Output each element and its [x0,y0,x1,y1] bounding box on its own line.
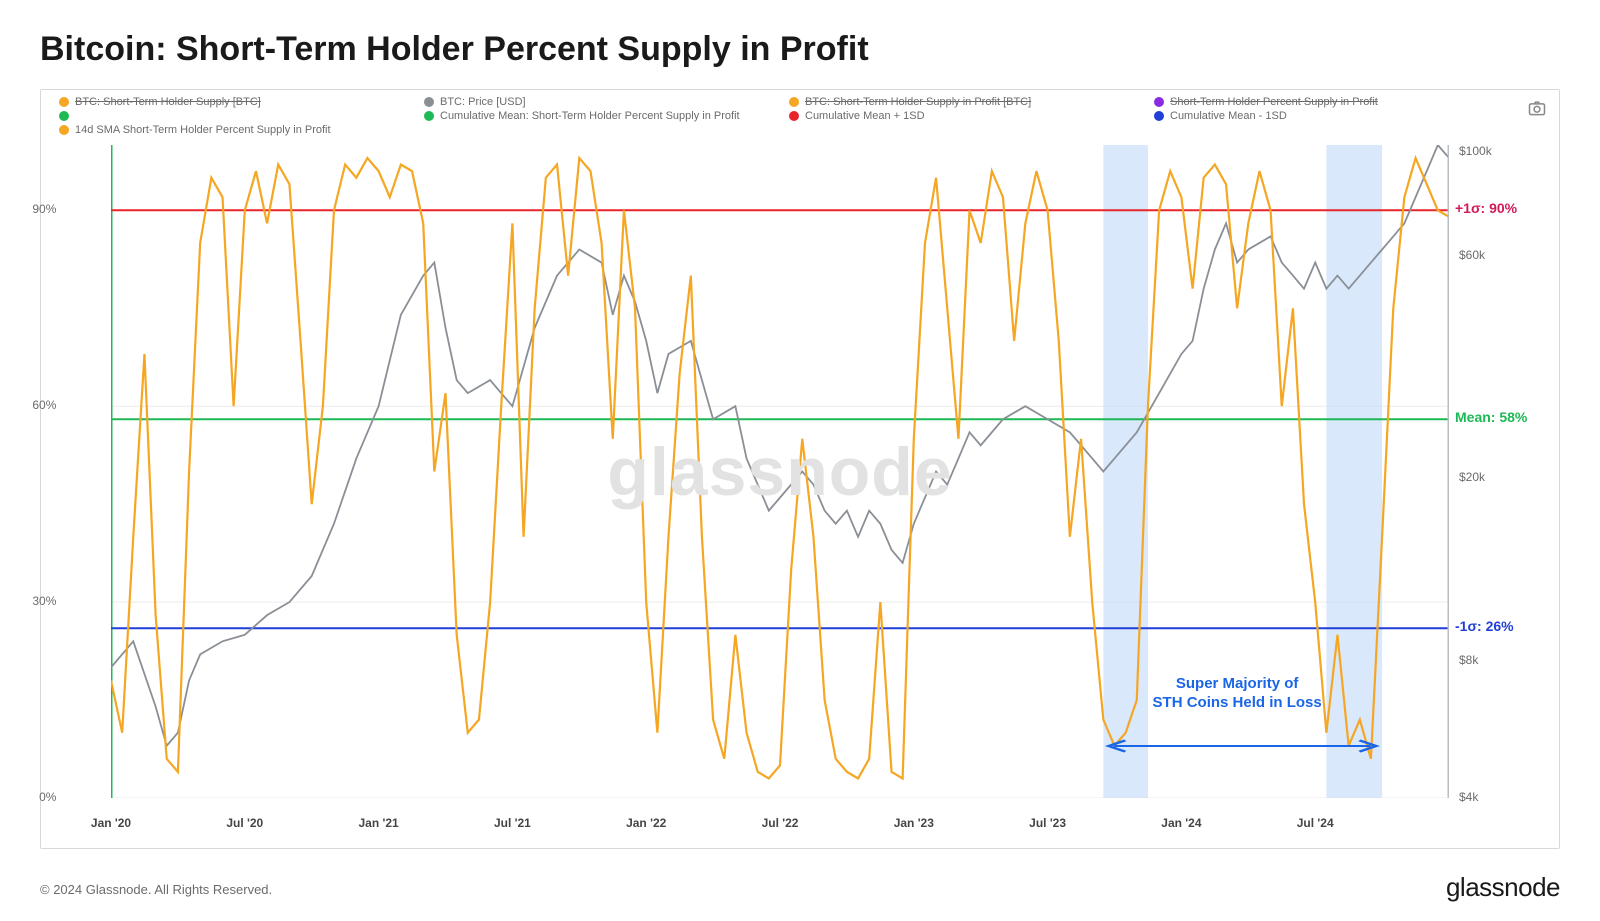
ytick-right: $60k [1459,248,1485,262]
xtick: Jan '22 [626,816,666,830]
legend: BTC: Short-Term Holder Supply [BTC] BTC: … [59,96,1509,136]
ytick-right: $20k [1459,470,1485,484]
legend-item[interactable]: BTC: Short-Term Holder Supply [BTC] [59,96,414,108]
brand-logo: glassnode [1446,872,1560,903]
callout-label: Super Majority ofSTH Coins Held in Loss [1153,674,1322,713]
ytick-right: $8k [1459,653,1478,667]
callout-arrow [1103,739,1382,753]
xtick: Jan '24 [1161,816,1201,830]
xtick: Jan '21 [358,816,398,830]
legend-item[interactable]: 14d SMA Short-Term Holder Percent Supply… [59,124,414,136]
xtick: Jul '21 [494,816,531,830]
xtick: Jul '20 [226,816,263,830]
ytick-left: 30% [16,594,56,608]
ytick-left: 60% [16,398,56,412]
ytick-right: $4k [1459,790,1478,804]
legend-item[interactable]: Cumulative Mean: Short-Term Holder Perce… [424,110,779,122]
chart-container: BTC: Short-Term Holder Supply [BTC] BTC: … [40,89,1560,849]
copyright: © 2024 Glassnode. All Rights Reserved. [40,882,272,897]
legend-item[interactable]: BTC: Price [USD] [424,96,779,108]
hline-annotation: Mean: 58% [1455,409,1527,425]
xtick: Jul '22 [762,816,799,830]
y-axis-right: $4k$8k$20k$60k$100k+1σ: 90%Mean: 58%-1σ:… [1449,145,1559,798]
hline-annotation: +1σ: 90% [1455,200,1517,216]
y-axis-left: 0%30%60%90% [41,145,111,798]
ytick-left: 90% [16,202,56,216]
xtick: Jan '20 [91,816,131,830]
legend-item[interactable]: Cumulative Mean + 1SD [789,110,1144,122]
page-title: Bitcoin: Short-Term Holder Percent Suppl… [40,30,1560,69]
hline-annotation: -1σ: 26% [1455,618,1514,634]
ytick-right: $100k [1459,144,1492,158]
legend-item[interactable]: Short-Term Holder Percent Supply in Prof… [1154,96,1509,108]
legend-item[interactable]: Cumulative Mean - 1SD [1154,110,1509,122]
xtick: Jul '23 [1029,816,1066,830]
legend-item[interactable] [59,110,414,122]
xtick: Jan '23 [894,816,934,830]
x-axis: Jan '20Jul '20Jan '21Jul '21Jan '22Jul '… [111,798,1449,848]
xtick: Jul '24 [1297,816,1334,830]
plot-area: glassnode Super Majority ofSTH Coins Hel… [111,145,1449,798]
camera-icon[interactable] [1527,98,1547,118]
legend-item[interactable]: BTC: Short-Term Holder Supply in Profit … [789,96,1144,108]
ytick-left: 0% [16,790,56,804]
